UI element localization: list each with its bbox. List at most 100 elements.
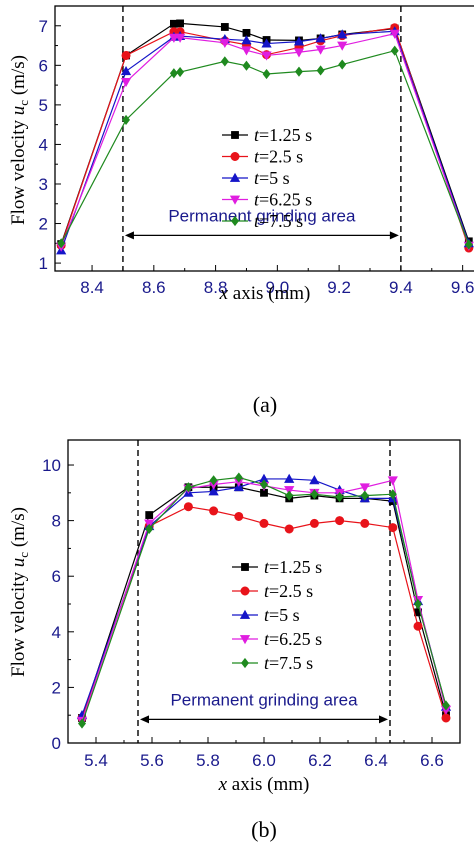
x-tick-label-b: 6.2 [308, 751, 332, 770]
x-tick-label-b: 6.6 [420, 751, 444, 770]
legend-item-3-a: t=5 s [222, 168, 290, 188]
panel-label-a: (a) [253, 392, 277, 417]
panel-label-b: (b) [251, 817, 277, 842]
data-point-3-a [337, 29, 348, 39]
y-tick-label-a: 4 [39, 135, 48, 154]
x-tick-label-a: 9.6 [451, 278, 474, 297]
tick-marks-b [68, 464, 433, 744]
annotation-a: Permanent grinding area [124, 207, 399, 240]
legend-label-b: t=6.25 s [264, 629, 322, 649]
data-point-4-a [241, 46, 252, 56]
data-point-4-b [387, 476, 398, 486]
plot-frame-a [54, 5, 474, 272]
legend-item-1-b: t=1.25 s [232, 557, 322, 577]
legend-label-a: t=2.5 s [254, 147, 303, 167]
legend-swatch-marker-a [231, 215, 239, 227]
y-axis-label-a: Flow velocity uc (m/s) [8, 55, 31, 225]
x-tick-label-a: 8.8 [204, 278, 228, 297]
annotation-text-a: Permanent grinding area [168, 207, 356, 226]
x-tick-label-b: 6.4 [364, 751, 388, 770]
annotation-arrow-head-right-a [389, 231, 399, 240]
data-point-2-b [441, 713, 451, 723]
x-tick-label-b: 6.0 [252, 751, 276, 770]
data-point-2-b [309, 518, 319, 528]
y-tick-label-a: 6 [39, 56, 48, 75]
data-point-5-b [442, 700, 450, 711]
series-5-a [57, 45, 473, 250]
data-point-5-b [260, 479, 268, 490]
data-point-2-b [360, 518, 370, 528]
data-point-5-b [234, 472, 243, 483]
series-4-b [76, 476, 452, 726]
data-point-5-b [78, 718, 86, 729]
data-point-5-a [57, 238, 66, 249]
y-tick-label-b: 2 [52, 678, 61, 697]
legend-label-a: t=6.25 s [254, 190, 312, 210]
y-tick-labels-a: 1 2 3 4 5 6 7 [39, 17, 48, 273]
data-point-1-a [220, 23, 229, 31]
data-point-4-a [174, 33, 186, 43]
data-point-5-b [285, 490, 294, 501]
legend-swatch-marker-a [229, 172, 241, 182]
chart-panel-b: Permanent grinding area t=1.25 s t=2.5 s t… [8, 439, 461, 842]
annotation-arrow-head-left-b [140, 715, 149, 724]
data-point-5-a [262, 68, 271, 80]
legend-swatch-marker-b [240, 586, 250, 596]
legend-item-2-a: t=2.5 s [222, 147, 303, 167]
data-point-5-a [122, 114, 131, 125]
data-point-4-a [389, 29, 400, 39]
data-point-1-b [145, 511, 154, 519]
data-point-2-a [121, 50, 131, 60]
data-point-5-b [388, 489, 397, 500]
annotation-text-b: Permanent grinding area [170, 690, 358, 709]
legend-item-2-b: t=2.5 s [232, 581, 313, 601]
chart-panel-a: Permanent grinding area t=1.25 st=2.5 st… [8, 5, 474, 417]
data-point-5-b [145, 523, 154, 535]
x-tick-label-b: 5.4 [84, 751, 108, 770]
data-point-3-a [120, 66, 132, 76]
x-tick-label-a: 8.4 [80, 278, 104, 297]
legend-label-a: t=5 s [254, 168, 290, 188]
data-point-2-b [335, 516, 345, 526]
data-point-5-b [414, 598, 422, 610]
data-point-5-a [242, 60, 251, 71]
annotation-b: Permanent grinding area [140, 690, 388, 724]
data-point-3-a [315, 33, 326, 43]
x-tick-label-a: 9.4 [389, 278, 413, 297]
legend-label-a: t=7.5 s [254, 211, 303, 231]
y-tick-label-b: 0 [52, 734, 61, 753]
dashed-boundaries-b [137, 440, 391, 743]
y-tick-label-b: 8 [52, 512, 61, 531]
x-tick-label-a: 9.2 [327, 278, 351, 297]
data-point-4-a [120, 78, 132, 88]
legend-label-b: t=2.5 s [264, 581, 313, 601]
data-point-5-b [184, 482, 193, 493]
annotation-arrow-head-right-b [379, 715, 388, 724]
x-axis-label-a: x axis (mm) [219, 283, 311, 304]
legend-item-5-b: t=7.5 s [232, 653, 313, 673]
y-tick-labels-b: 0 2 4 6 8 10 [42, 456, 61, 753]
series-3-a [56, 26, 474, 255]
data-point-5-a [169, 68, 178, 79]
x-tick-label-a: 9.0 [266, 278, 290, 297]
data-point-5-a [220, 56, 229, 67]
y-tick-label-a: 5 [39, 96, 48, 115]
y-axis-label-b: Flow velocity uc (m/s) [8, 507, 31, 677]
y-tick-label-b: 4 [52, 623, 61, 642]
y-tick-label-a: 2 [39, 215, 48, 234]
series-line-3-a [60, 30, 470, 251]
data-point-4-a [337, 41, 348, 51]
annotation-arrow-head-left-a [124, 231, 134, 240]
x-tick-label-b: 5.6 [140, 751, 164, 770]
y-tick-label-a: 3 [39, 175, 48, 194]
data-point-5-a [316, 65, 325, 76]
data-point-3-a [241, 35, 252, 45]
data-point-5-a [176, 66, 185, 78]
data-point-4-a [261, 51, 272, 61]
legend-item-5-a: t=7.5 s [222, 211, 303, 231]
legend-swatch-marker-b [239, 609, 251, 619]
legend-b: t=1.25 s t=2.5 s t=5 s t=6.25 s t=7.5 s [232, 557, 322, 673]
data-point-5-b [360, 490, 369, 501]
data-point-2-b [183, 502, 193, 512]
